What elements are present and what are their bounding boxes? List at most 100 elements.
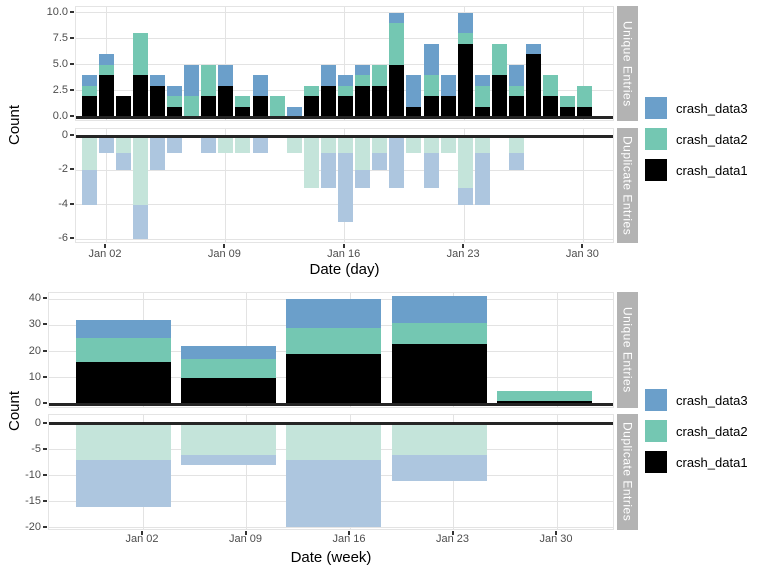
bar-segment-crash_data2 [76, 338, 171, 362]
bar-segment-crash_data2 [303, 85, 319, 97]
y-tick-label: -10 [25, 468, 41, 481]
bar-segment-crash_data3 [201, 136, 217, 154]
bar-segment-crash_data2 [560, 96, 576, 107]
y-tick-mark [43, 402, 47, 404]
y-tick-label: 7.5 [52, 31, 68, 44]
y-tick-mark [43, 473, 47, 476]
bar-segment-crash_data2 [391, 322, 487, 344]
y-tick-label: 0.0 [52, 110, 68, 122]
bar-segment-crash_data3 [115, 153, 131, 171]
x-tick-mark [104, 244, 106, 248]
bar-segment-crash_data2 [201, 64, 217, 97]
legend-item: crash_data3 [645, 389, 748, 411]
x-tick-label: Jan 09 [207, 248, 241, 260]
bar-segment-crash_data3 [320, 64, 336, 86]
bar-segment-crash_data3 [286, 299, 381, 328]
x-tick-label: Jan 23 [435, 533, 470, 545]
x-tick-mark [451, 531, 454, 535]
y-tick-mark [70, 115, 74, 117]
bar-segment-crash_data2 [320, 136, 336, 154]
x-tick-mark [581, 244, 584, 248]
bar-segment-crash_data2 [132, 136, 148, 205]
zero-line [76, 115, 613, 119]
zero-line [76, 134, 613, 138]
y-tick-mark [70, 134, 74, 136]
bar-segment-crash_data3 [286, 459, 381, 528]
bar-segment-crash_data3 [474, 75, 490, 86]
bar-segment-crash_data3 [181, 454, 276, 466]
bar-segment-crash_data2 [372, 64, 388, 86]
bar-segment-crash_data1 [457, 43, 473, 117]
y-tick-label: 0 [61, 129, 68, 141]
bar-segment-crash_data2 [218, 136, 234, 154]
bar-segment-crash_data1 [76, 362, 171, 404]
bar-segment-crash_data2 [509, 85, 524, 97]
bar-segment-crash_data3 [149, 75, 165, 86]
bar-segment-crash_data1 [320, 85, 336, 117]
bar-segment-crash_data3 [167, 136, 182, 154]
bar-segment-crash_data3 [423, 153, 439, 188]
bar-segment-crash_data3 [98, 54, 114, 65]
y-tick-mark [43, 525, 47, 528]
bar-segment-crash_data3 [389, 12, 405, 23]
bar-segment-crash_data1 [389, 64, 405, 117]
facet-panel [48, 414, 614, 530]
bar-segment-crash_data2 [372, 136, 388, 154]
legend-key-crash_data3 [645, 389, 667, 411]
bar-segment-crash_data1 [81, 96, 97, 117]
x-tick-mark [141, 531, 143, 535]
bar-segment-crash_data3 [76, 459, 171, 507]
x-tick-label: Jan 16 [327, 248, 361, 260]
bar-segment-crash_data2 [406, 136, 422, 154]
bar-segment-crash_data1 [235, 106, 251, 117]
gridline-v [224, 7, 226, 120]
bar-segment-crash_data1 [303, 96, 319, 117]
x-axis-title: Date (day) [309, 261, 380, 278]
y-tick-mark [43, 375, 47, 378]
bar-segment-crash_data2 [391, 423, 487, 455]
legend-label: crash_data2 [676, 423, 748, 439]
bar-segment-crash_data2 [457, 33, 473, 44]
y-tick-label: 0 [34, 416, 41, 429]
gridline-v [582, 129, 584, 242]
bar-segment-crash_data2 [496, 390, 592, 402]
legend-key-crash_data1 [645, 159, 667, 181]
x-tick-mark [223, 244, 226, 248]
bar-segment-crash_data2 [181, 423, 276, 455]
y-tick-mark [43, 323, 47, 326]
legend-key-crash_data3 [645, 97, 667, 119]
bar-segment-crash_data1 [218, 85, 234, 117]
bar-segment-crash_data1 [509, 96, 524, 117]
x-tick-mark [244, 531, 247, 535]
bar-segment-crash_data2 [181, 359, 276, 378]
y-tick-label: -4 [58, 197, 68, 210]
y-tick-mark [70, 237, 74, 240]
legend-key-crash_data1 [645, 451, 667, 473]
bar-segment-crash_data3 [372, 153, 388, 171]
facet-strip-label: Duplicate Entries [620, 422, 635, 522]
y-tick-label: -20 [25, 520, 41, 533]
bar-segment-crash_data1 [560, 106, 576, 117]
x-tick-mark [342, 244, 345, 248]
y-tick-mark [70, 36, 74, 39]
bar-segment-crash_data3 [181, 346, 276, 360]
bar-segment-crash_data2 [269, 96, 285, 117]
bar-segment-crash_data2 [115, 136, 131, 154]
bar-segment-crash_data3 [76, 320, 171, 339]
legend-label: crash_data1 [676, 454, 748, 470]
facet-strip-label: Unique Entries [620, 20, 635, 107]
bar-segment-crash_data3 [406, 75, 422, 107]
gridline-v [582, 7, 584, 120]
y-tick-label: -15 [25, 494, 41, 507]
bar-segment-crash_data2 [423, 136, 439, 154]
y-tick-mark [43, 297, 47, 299]
bar-segment-crash_data3 [509, 153, 524, 171]
legend-item: crash_data2 [645, 128, 748, 150]
facet-strip-label: Unique Entries [620, 307, 635, 393]
y-tick-mark [70, 62, 74, 65]
bar-segment-crash_data2 [355, 75, 371, 86]
bar-segment-crash_data1 [526, 54, 542, 117]
bar-segment-crash_data1 [543, 96, 559, 117]
